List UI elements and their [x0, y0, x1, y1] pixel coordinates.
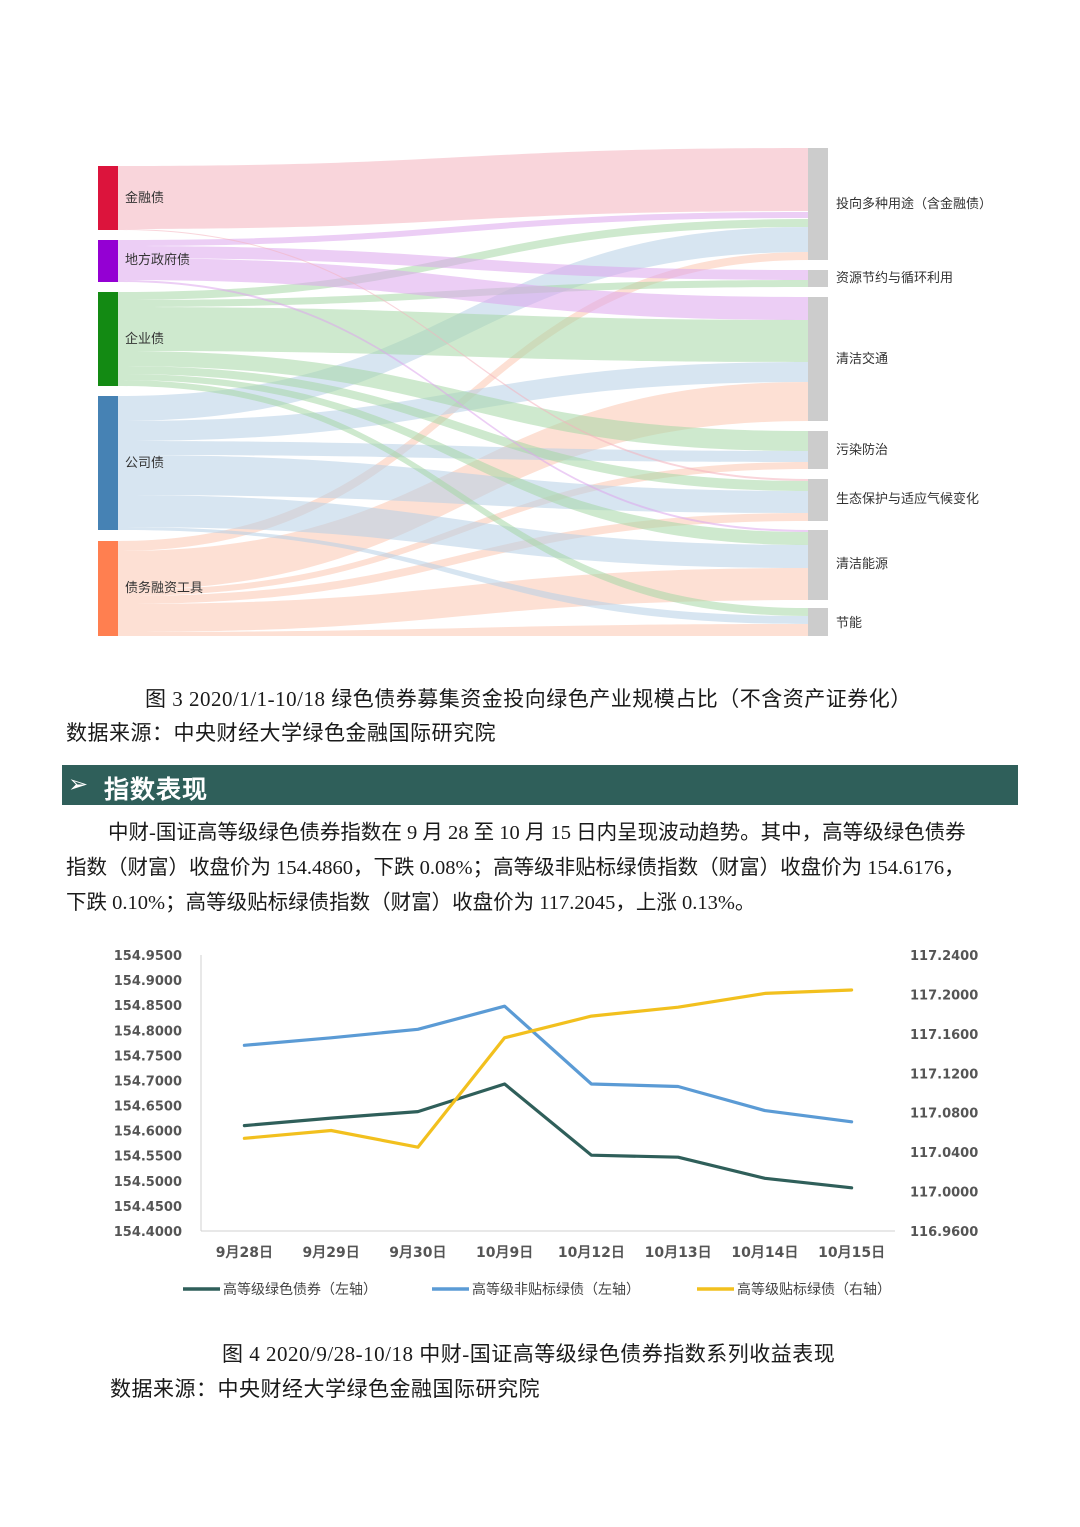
x-tick-label: 10月15日 [818, 1245, 885, 1261]
paragraph-line: 下跌 0.10%；高等级贴标绿债指数（财富）收盘价为 117.2045，上涨 0… [66, 892, 756, 914]
sankey-diagram: 金融债 地方政府债 企业债 公司债 债务融资工具 投向多种用途（含金融债） 资源… [98, 148, 992, 636]
target-label-nengyuan: 清洁能源 [836, 557, 888, 572]
sankey-link [118, 246, 808, 280]
right-tick-label: 117.0000 [910, 1186, 978, 1201]
figure3-caption: 图 3 2020/1/1-10/18 绿色债券募集资金投向绿色产业规模占比（不含… [145, 687, 912, 711]
sankey-link [118, 455, 808, 513]
source-label-zhaiwu: 债务融资工具 [125, 580, 203, 596]
figure4-source: 数据来源：中央财经大学绿色金融国际研究院 [110, 1377, 540, 1401]
section-title: 指数表现 [104, 775, 209, 804]
sankey-labels: 金融债 地方政府债 企业债 公司债 债务融资工具 投向多种用途（含金融债） 资源… [125, 190, 992, 631]
source-label-difang: 地方政府债 [125, 252, 190, 268]
left-tick-label: 154.7000 [114, 1074, 182, 1089]
chart-ticks: 154.9500 154.9000 154.8500 154.8000 154.7500… [114, 949, 979, 1261]
right-tick-label: 117.0400 [910, 1146, 978, 1161]
right-tick-label: 116.9600 [910, 1225, 978, 1240]
paragraph-line: 中财-国证高等级绿色债券指数在 9 月 28 至 10 月 15 日内呈现波动趋… [108, 822, 966, 844]
source-label-qiye: 企业债 [125, 331, 164, 347]
sankey-target-node [808, 608, 828, 636]
sankey-link [118, 495, 808, 568]
legend-label: 高等级贴标绿债（右轴） [737, 1281, 891, 1298]
sankey-target-node [808, 530, 828, 600]
chart-axes [200, 955, 895, 1232]
sankey-link [118, 148, 808, 229]
sankey-source-node [98, 166, 118, 230]
sankey-link [118, 527, 808, 624]
target-label-duozhong: 投向多种用途（含金融债） [836, 196, 992, 212]
section-header: ➢ 指数表现 [62, 765, 1018, 805]
left-tick-label: 154.8500 [114, 999, 182, 1014]
right-tick-label: 117.0800 [910, 1107, 978, 1122]
x-tick-label: 10月9日 [476, 1245, 533, 1261]
sankey-link [118, 351, 808, 451]
sankey-source-node [98, 240, 118, 282]
sankey-link [118, 366, 808, 491]
sankey-target-node [808, 148, 828, 260]
line-chart: 154.9500 154.9000 154.8500 154.8000 154.7500… [114, 949, 979, 1298]
legend-label: 高等级绿色债券（左轴） [223, 1281, 377, 1298]
left-tick-label: 154.7500 [114, 1049, 182, 1064]
target-label-shengtai: 生态保护与适应气候变化 [836, 491, 979, 507]
sankey-target-node [808, 297, 828, 421]
left-tick-label: 154.5000 [114, 1175, 182, 1190]
chart-lines [242, 988, 854, 1190]
x-tick-label: 9月30日 [389, 1245, 446, 1261]
sankey-source-node [98, 396, 118, 530]
chart-legend: 高等级绿色债券（左轴） 高等级非贴标绿债（左轴） 高等级贴标绿债（右轴） [183, 1281, 891, 1298]
sankey-link [118, 307, 808, 362]
left-tick-label: 154.5500 [114, 1150, 182, 1165]
source-label-gongsi: 公司债 [125, 456, 164, 471]
legend-label: 高等级非贴标绿债（左轴） [472, 1281, 640, 1298]
series-line [242, 1082, 854, 1190]
sankey-source-node [98, 292, 118, 386]
target-label-jiaotong: 清洁交通 [836, 351, 888, 367]
left-tick-label: 154.9000 [114, 974, 182, 989]
sankey-link [118, 513, 808, 604]
left-tick-label: 154.6500 [114, 1100, 182, 1115]
sankey-target-node [808, 479, 828, 521]
sankey-nodes [98, 148, 828, 636]
x-tick-label: 10月13日 [645, 1245, 712, 1261]
sankey-link [118, 624, 808, 636]
target-label-wuran: 污染防治 [836, 442, 888, 458]
x-tick-label: 9月29日 [303, 1245, 360, 1261]
target-label-jieneng: 节能 [836, 616, 862, 631]
sankey-link [118, 229, 808, 481]
left-tick-label: 154.4500 [114, 1200, 182, 1215]
series-line [242, 1004, 854, 1124]
source-label-jinrongzhai: 金融债 [125, 190, 164, 206]
sankey-target-node [808, 431, 828, 469]
right-tick-label: 117.1200 [910, 1067, 978, 1082]
sankey-links [118, 148, 808, 636]
left-tick-label: 154.6000 [114, 1125, 182, 1140]
sankey-link [118, 380, 808, 616]
sankey-source-node [98, 541, 118, 636]
body-paragraph: 中财-国证高等级绿色债券指数在 9 月 28 至 10 月 15 日内呈现波动趋… [66, 816, 1020, 921]
arrow-icon: ➢ [68, 770, 89, 798]
sankey-link [118, 374, 808, 545]
x-tick-label: 10月12日 [558, 1245, 625, 1261]
left-tick-label: 154.4000 [114, 1225, 182, 1240]
sankey-target-node [808, 270, 828, 287]
sankey-link [118, 258, 808, 320]
sankey-link [118, 280, 808, 532]
left-tick-label: 154.9500 [114, 949, 182, 964]
figure4-caption: 图 4 2020/9/28-10/18 中财-国证高等级绿色债券指数系列收益表现 [222, 1342, 836, 1366]
x-tick-label: 9月28日 [216, 1245, 273, 1261]
figure3-source: 数据来源：中央财经大学绿色金融国际研究院 [66, 721, 496, 745]
paragraph-line: 指数（财富）收盘价为 154.4860，下跌 0.08%；高等级非贴标绿债指数（… [66, 857, 965, 879]
right-tick-label: 117.1600 [910, 1028, 978, 1043]
right-tick-label: 117.2000 [910, 988, 978, 1003]
x-tick-label: 10月14日 [731, 1245, 798, 1261]
right-tick-label: 117.2400 [910, 949, 978, 964]
left-tick-label: 154.8000 [114, 1024, 182, 1039]
sankey-link [118, 441, 808, 462]
target-label-ziyuan: 资源节约与循环利用 [836, 271, 953, 286]
sankey-link [118, 212, 808, 246]
series-line [242, 988, 854, 1149]
